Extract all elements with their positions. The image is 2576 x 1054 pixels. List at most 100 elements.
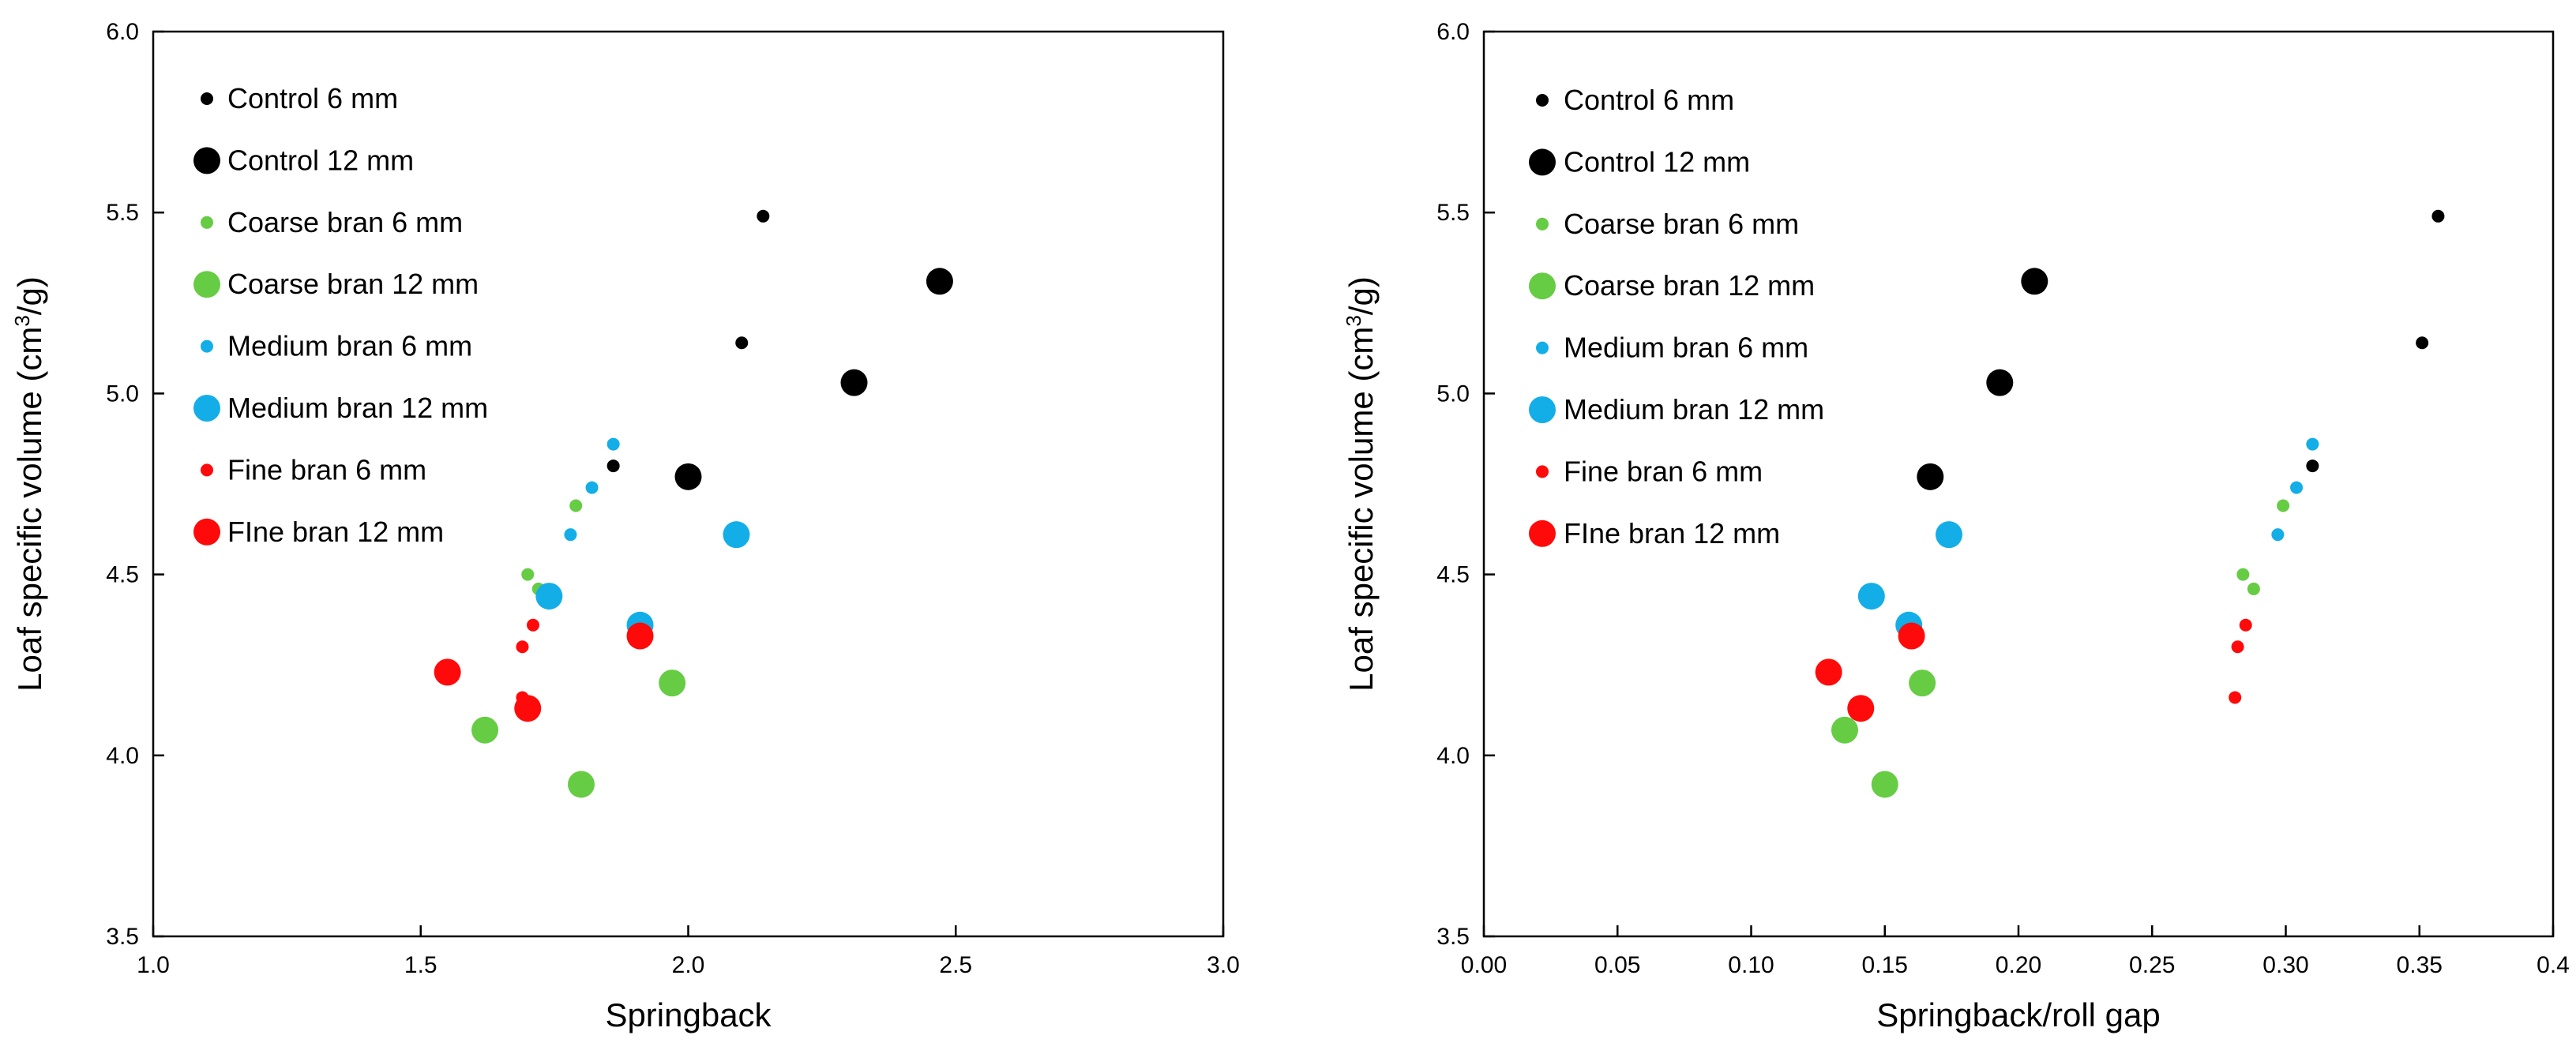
legend-item-control-6-mm: Control 6 mm (201, 82, 398, 114)
legend-label: Control 6 mm (1564, 84, 1734, 116)
data-point (2277, 499, 2290, 512)
legend-marker (201, 92, 213, 105)
data-point (2271, 528, 2285, 542)
data-point (1935, 521, 1962, 549)
data-point (516, 640, 529, 654)
series-fine-bran-12-mm (1815, 622, 1925, 722)
data-point (606, 459, 620, 473)
data-point (626, 622, 654, 650)
y-tick-label: 5.0 (1436, 381, 1470, 407)
series-medium-bran-12-mm (1857, 521, 1962, 639)
data-point (1831, 716, 1858, 744)
data-point (2231, 640, 2244, 654)
series-coarse-bran-6-mm (521, 499, 583, 595)
legend-marker (201, 463, 213, 477)
y-tick-label: 6.0 (106, 19, 139, 45)
y-axis-title: Loaf specific volume (cm3/g) (10, 276, 48, 692)
x-tick-label: 0.35 (2397, 952, 2443, 978)
series-control-6-mm (606, 209, 770, 473)
series-control-12-mm (674, 268, 953, 490)
legend-item-medium-bran-12-mm: Medium bran 12 mm (193, 392, 488, 424)
y-tick-label: 3.5 (106, 924, 139, 950)
data-point (840, 369, 868, 396)
data-point (926, 268, 953, 295)
legend-item-medium-bran-6-mm: Medium bran 6 mm (201, 330, 472, 362)
data-point (471, 716, 499, 744)
legend-marker (193, 271, 220, 298)
data-point (527, 618, 540, 632)
legend-item-fine-bran-6-mm: Fine bran 6 mm (1536, 455, 1763, 487)
data-point (606, 437, 620, 451)
data-point (2229, 691, 2242, 704)
data-point (735, 336, 749, 350)
data-point (1898, 622, 1925, 650)
data-point (659, 670, 686, 697)
legend-item-control-6-mm: Control 6 mm (1536, 84, 1734, 116)
legend-label: Fine bran 6 mm (227, 453, 426, 486)
data-point (1909, 670, 1936, 697)
data-point (1815, 658, 1842, 686)
legend-item-coarse-bran-12-mm: Coarse bran 12 mm (193, 268, 479, 300)
data-point (514, 695, 542, 722)
y-axis-title-tail: /g) (1342, 276, 1380, 315)
x-tick-label: 0.10 (1728, 952, 1774, 978)
series-coarse-bran-12-mm (471, 670, 686, 798)
y-tick-label: 3.5 (1436, 924, 1470, 950)
y-tick-label: 4.0 (106, 743, 139, 769)
y-tick-label: 4.5 (106, 562, 139, 588)
x-axis-title: Springback/roll gap (1876, 996, 2161, 1033)
data-point (723, 521, 750, 549)
data-point (2431, 209, 2445, 223)
legend-item-control-12-mm: Control 12 mm (1529, 145, 1750, 178)
legend-label: Control 12 mm (227, 144, 414, 176)
data-point (2306, 459, 2319, 473)
x-tick-label: 3.0 (1207, 952, 1240, 978)
data-point (2306, 437, 2319, 451)
legend-marker (1536, 217, 1549, 231)
y-axis-title-superscript: 3 (1342, 315, 1365, 326)
data-point (535, 583, 563, 610)
legend-marker (193, 395, 220, 422)
springback-scatter-chart: 3.5 4.0 4.5 5.0 5.5 6.0 1.0 1.5 2.0 2.5 3.0 Springb… (10, 19, 1240, 1033)
data-point (568, 771, 595, 798)
series-fine-bran-6-mm (516, 618, 540, 704)
legend-item-medium-bran-6-mm: Medium bran 6 mm (1536, 332, 1808, 364)
legend-marker (1536, 94, 1549, 107)
legend-label: FIne bran 12 mm (227, 516, 444, 548)
data-point (569, 499, 583, 512)
series-fine-bran-12-mm (434, 622, 654, 722)
x-tick-label: 0.20 (1996, 952, 2041, 978)
legend-item-coarse-bran-6-mm: Coarse bran 6 mm (1536, 208, 1799, 240)
x-tick-label: 1.5 (404, 952, 437, 978)
x-tick-label: 0.05 (1594, 952, 1640, 978)
y-axis-title-superscript: 3 (10, 315, 34, 326)
legend-label: Fine bran 6 mm (1564, 455, 1763, 487)
legend-item-fine-bran-12-mm: FIne bran 12 mm (193, 516, 444, 548)
legend-marker (1529, 148, 1556, 176)
y-axis-title-main: Loaf specific volume (cm (11, 327, 48, 692)
series-coarse-bran-6-mm (2236, 499, 2290, 595)
legend-label: Coarse bran 12 mm (1564, 269, 1815, 302)
series-control-12-mm (1917, 268, 2048, 490)
legend-item-coarse-bran-12-mm: Coarse bran 12 mm (1529, 269, 1815, 302)
legend-marker (201, 339, 213, 353)
legend-item-coarse-bran-6-mm: Coarse bran 6 mm (201, 206, 463, 238)
legend-marker (1536, 465, 1549, 478)
legend-label: Medium bran 12 mm (1564, 393, 1824, 426)
data-point (2247, 582, 2260, 595)
legend-label: Coarse bran 12 mm (227, 268, 479, 300)
legend-item-medium-bran-12-mm: Medium bran 12 mm (1529, 393, 1824, 426)
x-tick-label: 1.0 (137, 952, 170, 978)
y-tick-label: 5.0 (106, 381, 139, 407)
x-tick-label: 0.25 (2129, 952, 2175, 978)
x-tick-label: 2.5 (939, 952, 972, 978)
legend-item-fine-bran-6-mm: Fine bran 6 mm (201, 453, 426, 486)
legend-marker (193, 147, 220, 174)
data-point (564, 528, 577, 542)
x-tick-label: 2.0 (672, 952, 705, 978)
springback-roll-gap-scatter-chart: 3.5 4.0 4.5 5.0 5.5 6.0 0.00 0.05 0.10 0.15 0.20 0.… (1342, 19, 2570, 1033)
legend-marker (1536, 341, 1549, 354)
data-point (1917, 463, 1944, 490)
data-point (1847, 695, 1875, 722)
series-control-6-mm (2306, 209, 2445, 473)
